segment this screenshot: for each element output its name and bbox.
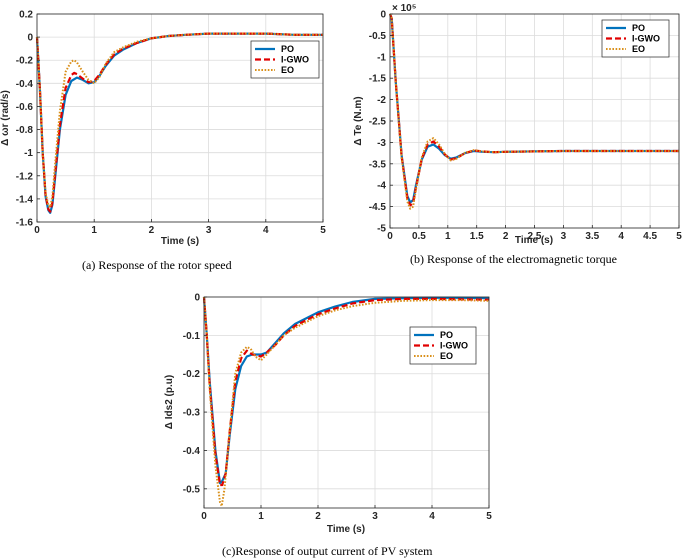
legend-label-eo: EO xyxy=(632,44,645,54)
legend-label-i-gwo: I-GWO xyxy=(440,341,468,351)
legend-label-po: PO xyxy=(632,23,645,33)
legend-box xyxy=(409,326,477,365)
y-tick-label: 0 xyxy=(194,293,200,304)
caption-a: (a) Response of the rotor speed xyxy=(82,258,232,272)
y-tick-label: -1.6 xyxy=(16,218,34,229)
y-axis-label: Δ ωr (rad/s) xyxy=(0,90,11,146)
y-tick-label: -0.2 xyxy=(16,56,34,67)
x-tick-label: 2 xyxy=(503,231,509,242)
y-tick-label: -1 xyxy=(24,148,33,159)
chart-b: 0 0.5 1 1.5 2 2.5 3 3.5 4 4.5 5 -5 -4.5 -4 -3.5 -3 -2.5 -… xyxy=(353,3,682,246)
axis-multiplier-label: × 10⁵ xyxy=(392,3,417,14)
x-tick-label: 0 xyxy=(34,225,40,236)
x-tick-label: 1 xyxy=(445,231,451,242)
x-tick-label: 5 xyxy=(676,231,682,242)
legend-box xyxy=(250,40,320,79)
y-tick-label: 0.2 xyxy=(19,10,33,21)
series-line-i-gwo xyxy=(35,32,323,213)
legend-label-i-gwo: I-GWO xyxy=(632,34,660,44)
x-axis-label: Time (s) xyxy=(161,236,199,247)
x-tick-label: 4 xyxy=(263,225,269,236)
chart-a: 0 1 2 3 4 5 -1.6 -1.4 -1.2 -1 -0.8 -0.6 -0.4 -0.2 0 0.2… xyxy=(0,10,326,248)
x-tick-label: 0.5 xyxy=(412,231,426,242)
series-line-po xyxy=(202,296,490,485)
x-tick-label: 1 xyxy=(91,225,97,236)
x-tick-label: 3 xyxy=(561,231,567,242)
x-tick-label: 2 xyxy=(149,225,155,236)
y-tick-label: -0.5 xyxy=(183,484,201,495)
x-tick-label: 0 xyxy=(201,511,207,522)
series-line-i-gwo xyxy=(202,296,490,487)
y-tick-label: -0.2 xyxy=(183,369,201,380)
y-tick-label: -1 xyxy=(377,52,386,63)
legend-label-po: PO xyxy=(281,44,294,54)
x-tick-label: 4.5 xyxy=(643,231,657,242)
y-tick-label: -0.4 xyxy=(16,79,34,90)
y-axis-label: Δ Te (N.m) xyxy=(353,96,364,145)
x-axis-label: Time (s) xyxy=(515,235,553,246)
y-tick-label: -0.1 xyxy=(183,331,201,342)
y-tick-label: -0.4 xyxy=(183,446,201,457)
y-tick-label: -3.5 xyxy=(369,159,387,170)
x-tick-label: 5 xyxy=(320,225,326,236)
x-tick-label: 5 xyxy=(486,511,492,522)
legend-label-eo: EO xyxy=(281,65,294,75)
y-tick-label: 0 xyxy=(27,33,33,44)
x-tick-label: 4 xyxy=(429,511,435,522)
y-tick-label: -5 xyxy=(377,224,386,235)
x-tick-label: 2.5 xyxy=(528,231,542,242)
y-tick-label: -4.5 xyxy=(369,202,387,213)
x-tick-label: 4 xyxy=(618,231,624,242)
y-tick-label: -2 xyxy=(377,95,386,106)
x-tick-label: 0 xyxy=(387,231,393,242)
x-tick-label: 1 xyxy=(258,511,264,522)
y-axis-label: Δ Ids2 (p.u) xyxy=(164,375,175,429)
legend-label-i-gwo: I-GWO xyxy=(281,55,309,65)
chart-c: 0 1 2 3 4 5 -0.5 -0.4 -0.3 -0.2 -0.1 0 Time (s) Δ Ids… xyxy=(164,293,492,536)
axes-box xyxy=(203,296,490,509)
y-tick-label: -0.3 xyxy=(183,408,201,419)
y-tick-label: -0.8 xyxy=(16,125,34,136)
x-tick-label: 3 xyxy=(372,511,378,522)
series-line-eo xyxy=(36,32,323,208)
legend-label-eo: EO xyxy=(440,351,453,361)
x-tick-label: 1.5 xyxy=(470,231,484,242)
x-axis-label: Time (s) xyxy=(327,524,365,535)
y-tick-label: -0.6 xyxy=(16,102,34,113)
caption-c: (c)Response of output current of PV syst… xyxy=(222,544,433,558)
y-tick-label: -2.5 xyxy=(369,117,387,128)
legend-label-po: PO xyxy=(440,330,453,340)
y-tick-label: -4 xyxy=(377,181,386,192)
y-tick-label: 0 xyxy=(380,10,386,21)
caption-b: (b) Response of the electromagnetic torq… xyxy=(410,252,617,266)
x-tick-label: 2 xyxy=(315,511,321,522)
y-tick-label: -0.5 xyxy=(369,31,387,42)
y-tick-label: -3 xyxy=(377,138,386,149)
y-tick-label: -1.5 xyxy=(369,74,387,85)
legend-box xyxy=(601,19,670,58)
y-tick-label: -1.4 xyxy=(16,194,34,205)
axes-box xyxy=(36,13,324,223)
x-tick-label: 3.5 xyxy=(585,231,599,242)
x-tick-label: 3 xyxy=(206,225,212,236)
y-tick-label: -1.2 xyxy=(16,171,34,182)
